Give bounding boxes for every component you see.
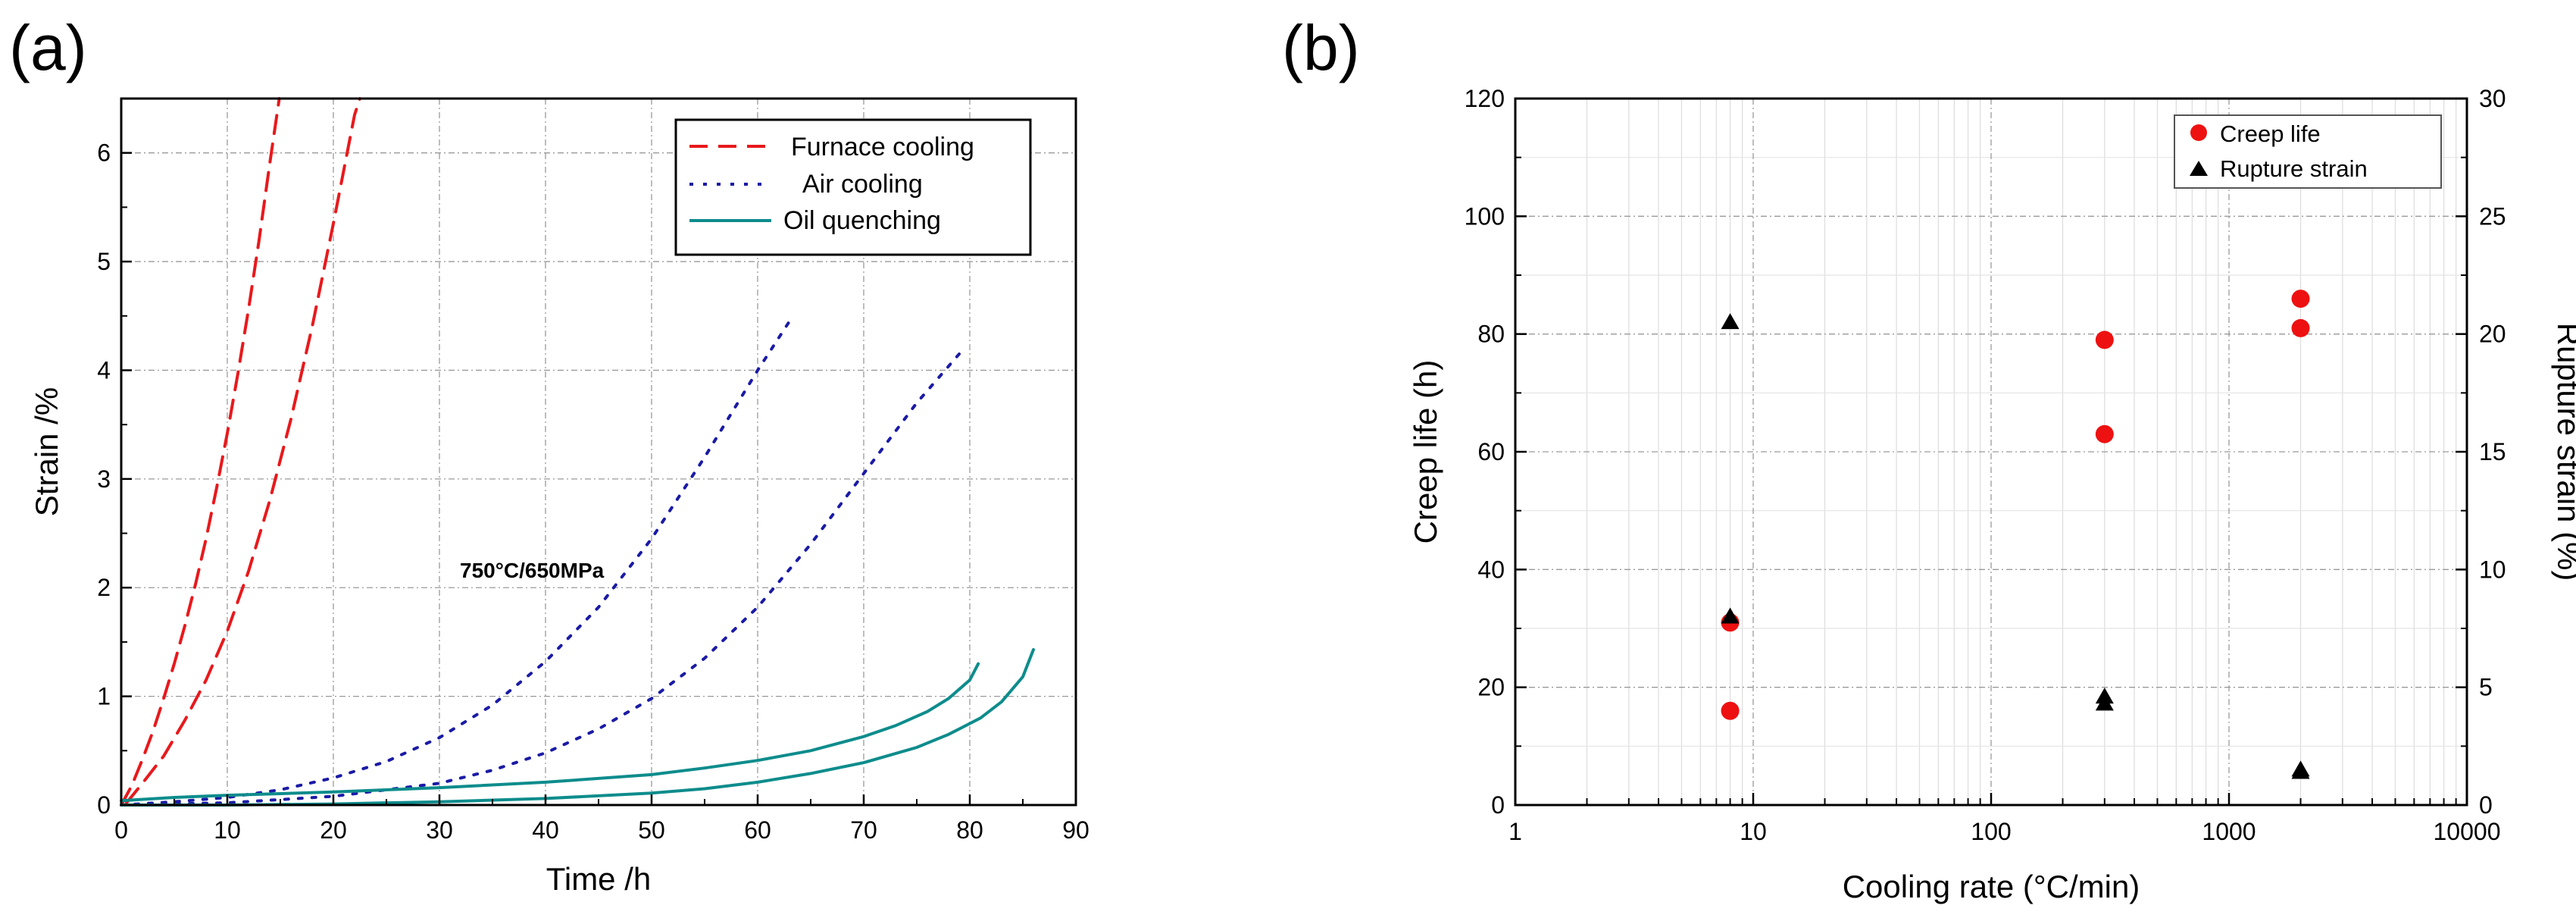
panel-a-label: (a) — [9, 12, 87, 83]
x-tick-label: 40 — [532, 816, 559, 844]
rupture-strain-point — [2291, 763, 2310, 779]
y2-tick-label: 20 — [2479, 321, 2506, 348]
panel-a-xlabel: Time /h — [546, 861, 651, 897]
x-tick-label: 1000 — [2202, 818, 2256, 845]
panel-b-ticks: 1 10 100 1000 100000204060801001200510152025… — [1465, 85, 2506, 845]
y-tick-label: 0 — [1491, 791, 1505, 819]
x-tick-label: 1 — [1508, 818, 1522, 845]
y-tick-label: 100 — [1465, 202, 1505, 230]
y-tick-label: 60 — [1477, 438, 1505, 465]
x-tick-label: 100 — [1971, 818, 2011, 845]
legend-box — [674, 118, 1032, 256]
series-line-furnace-cooling-0 — [120, 97, 281, 807]
legend-label-rupture-strain: Rupture strain — [2220, 155, 2368, 182]
panel-a: (a) 0 10 20 30 40 50 60 70 80 90 0 1 2 3 4 5 6 750°C/650… — [9, 12, 1089, 897]
panel-b-y2label: Rupture strain (%) — [2551, 323, 2576, 581]
rupture-strain-point — [2095, 694, 2114, 711]
y-tick-label: 2 — [97, 574, 111, 601]
y-tick-label: 3 — [97, 465, 111, 493]
panel-b-legend: Creep life Rupture strain — [2174, 114, 2442, 189]
x-tick-label: 10 — [1740, 818, 1767, 845]
x-tick-label: 30 — [426, 816, 453, 844]
series-line-oil-quenching-5 — [120, 648, 1035, 807]
y2-tick-label: 10 — [2479, 556, 2506, 583]
panel-b-xlabel: Cooling rate (°C/min) — [1843, 869, 2140, 904]
y2-tick-label: 5 — [2479, 674, 2493, 701]
x-tick-label: 80 — [956, 816, 983, 844]
creep-life-point — [1721, 701, 1740, 720]
creep-life-point — [2095, 424, 2114, 443]
panel-b-label: (b) — [1282, 12, 1360, 83]
y-tick-label: 4 — [97, 356, 111, 384]
y-tick-label: 40 — [1477, 556, 1505, 583]
y-tick-label: 120 — [1465, 85, 1505, 112]
legend-label-furnace: Furnace cooling — [791, 133, 974, 161]
y-tick-label: 20 — [1477, 674, 1505, 701]
panel-a-ticks: 0 10 20 30 40 50 60 70 80 90 0 1 2 3 4 5 6 — [97, 98, 1089, 844]
x-tick-label: 20 — [320, 816, 347, 844]
y2-tick-label: 0 — [2479, 791, 2493, 819]
panel-b-series — [1721, 290, 2310, 779]
x-tick-label: 60 — [744, 816, 771, 844]
panel-a-legend: Furnace cooling Air cooling Oil quenchin… — [674, 118, 1032, 256]
panel-b-grid — [1515, 99, 2467, 805]
legend-label-oil: Oil quenching — [783, 206, 941, 235]
y2-tick-label: 15 — [2479, 438, 2506, 465]
rupture-strain-point — [1721, 313, 1740, 330]
x-tick-label: 10 — [214, 816, 241, 844]
x-tick-label: 10000 — [2434, 818, 2501, 845]
y-tick-label: 1 — [97, 683, 111, 710]
x-tick-label: 50 — [638, 816, 665, 844]
legend-swatch-creep-life — [2190, 124, 2207, 141]
legend-box-b — [2174, 114, 2442, 189]
panel-b: (b) 1 10 100 1000 10000020406080100120051015… — [1282, 12, 2576, 904]
panel-b-ylabel: Creep life (h) — [1408, 360, 1443, 544]
y-tick-label: 0 — [97, 791, 111, 819]
y-tick-label: 5 — [97, 248, 111, 275]
legend-swatch-rupture-strain — [2190, 161, 2208, 176]
y-tick-label: 80 — [1477, 321, 1505, 348]
creep-life-point — [2095, 330, 2114, 349]
legend-label-creep-life: Creep life — [2220, 121, 2321, 147]
creep-life-point — [2291, 318, 2310, 337]
y-tick-label: 6 — [97, 139, 111, 167]
x-tick-label: 90 — [1062, 816, 1089, 844]
rupture-strain-point — [1721, 607, 1740, 624]
series-line-air-cooling-3 — [120, 352, 961, 807]
x-tick-label: 70 — [850, 816, 877, 844]
series-line-furnace-cooling-1 — [125, 97, 361, 805]
panel-a-ylabel: Strain /% — [29, 387, 64, 516]
y2-tick-label: 25 — [2479, 202, 2506, 230]
legend-label-air: Air cooling — [802, 170, 923, 199]
x-tick-label: 0 — [114, 816, 128, 844]
panel-a-annotation: 750°C/650MPa — [460, 559, 605, 582]
series-line-oil-quenching-4 — [120, 662, 980, 803]
series-line-air-cooling-2 — [120, 319, 791, 807]
creep-life-point — [2291, 290, 2310, 309]
y2-tick-label: 30 — [2479, 85, 2506, 112]
